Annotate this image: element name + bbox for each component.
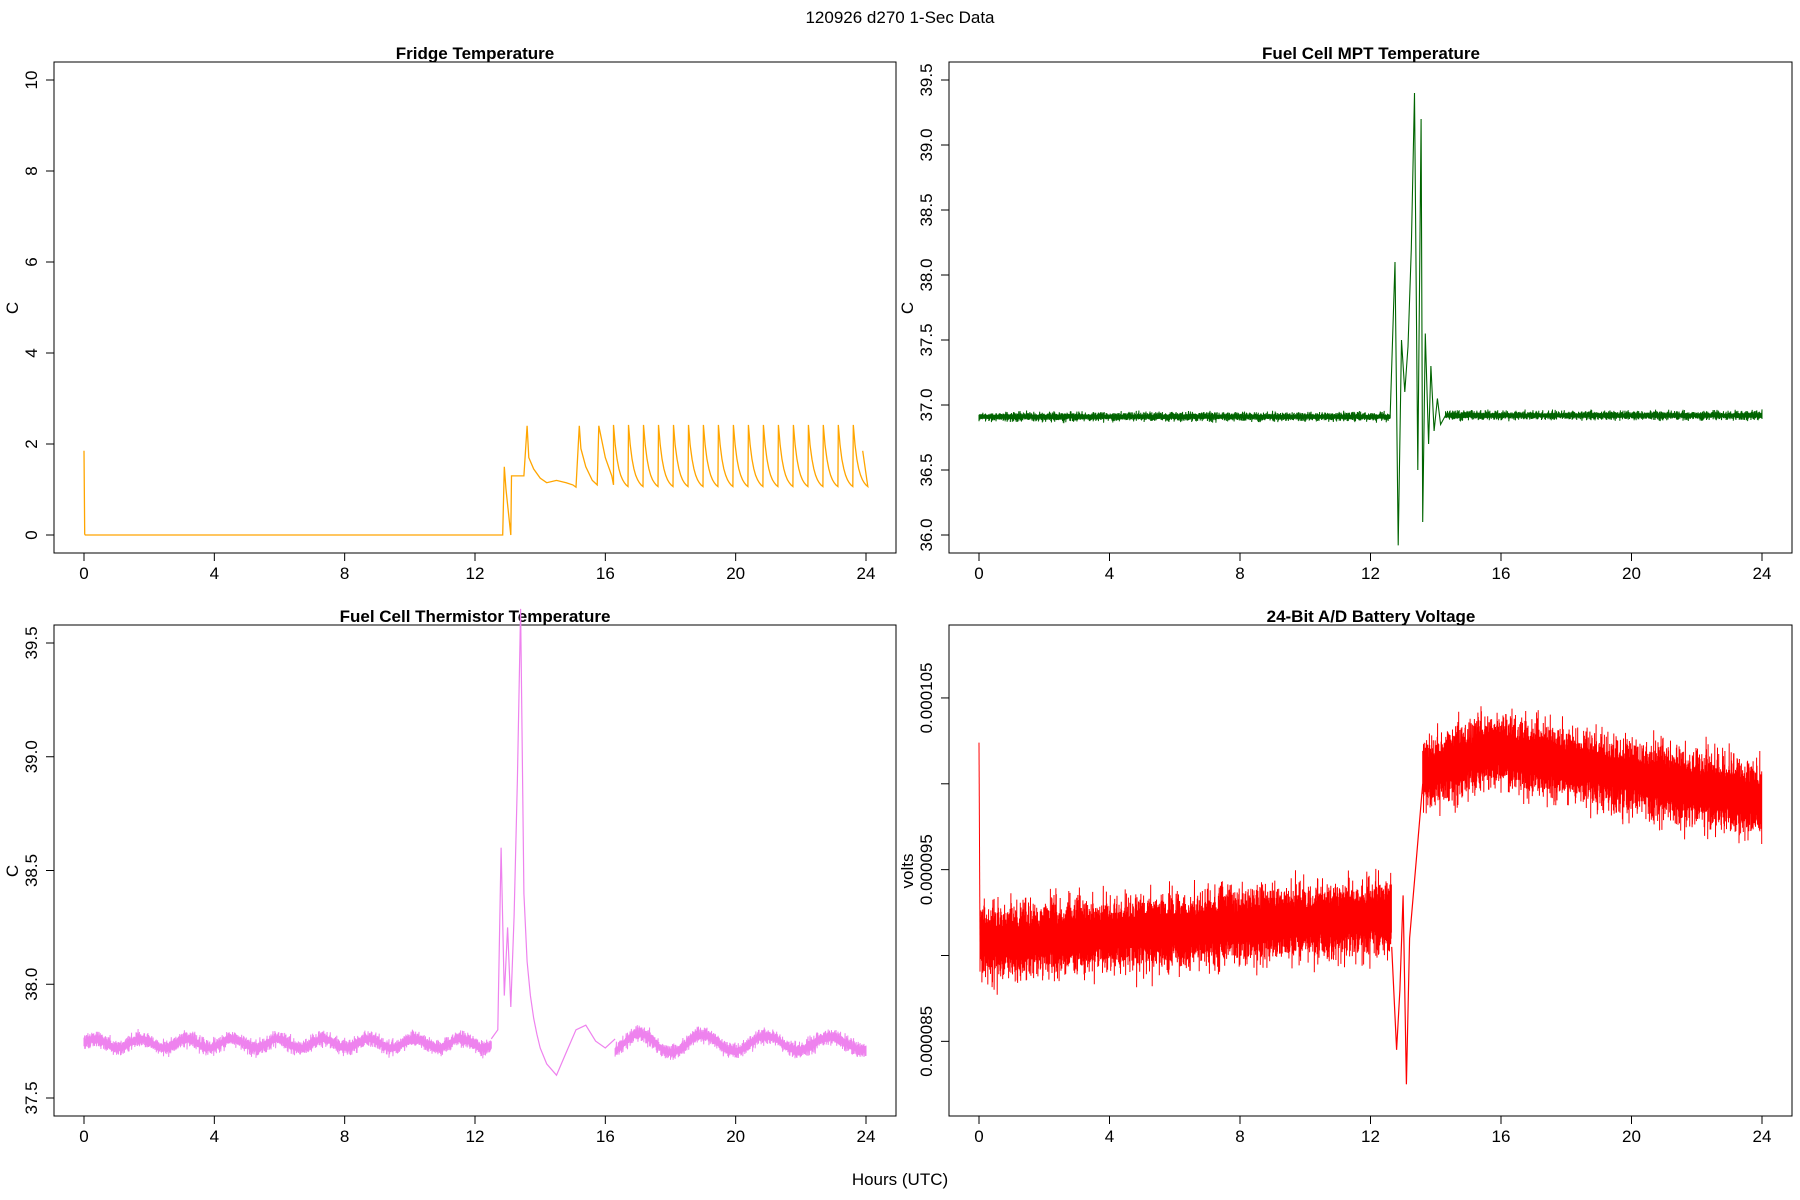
y-tick-label: 0.000105 [917, 662, 936, 733]
x-tick-label: 24 [1753, 1127, 1772, 1146]
y-tick-label: 36.0 [917, 518, 936, 551]
y-axis-label: volts [898, 854, 917, 889]
plot-frame [53, 61, 897, 554]
x-tick-label: 16 [1492, 1127, 1511, 1146]
y-axis-label: C [3, 865, 22, 877]
x-tick-label: 24 [857, 1127, 876, 1146]
plot-area [978, 92, 1763, 546]
y-tick-label: 4 [22, 348, 41, 357]
y-tick-label: 39.0 [917, 128, 936, 161]
series-dip [1391, 783, 1424, 1085]
series-noise-before [83, 1028, 492, 1059]
y-tick-label: 38.0 [917, 258, 936, 291]
series-noise-after [614, 1025, 867, 1060]
y-tick-label: 8 [22, 166, 41, 175]
series-line-fridge [83, 424, 869, 536]
axes: 0 4 8 12 16 20 24 37.5 38.0 38.5 39.0 39.5 [22, 626, 875, 1146]
y-tick-label: 2 [22, 439, 41, 448]
panel-mpt-temperature: Fuel Cell MPT Temperature C 0 4 8 12 16 20 24 3… [898, 44, 1793, 583]
x-tick-label: 0 [974, 1127, 983, 1146]
plot-area [978, 706, 1763, 1085]
y-tick-label: 39.5 [22, 626, 41, 659]
x-tick-label: 4 [1105, 564, 1114, 583]
x-tick-label: 16 [596, 564, 615, 583]
plot-title: 24-Bit A/D Battery Voltage [1267, 607, 1476, 626]
series-spike [1389, 92, 1446, 546]
plot-frame [948, 624, 1793, 1117]
y-tick-label: 39.0 [22, 740, 41, 773]
x-tick-label: 24 [1753, 564, 1772, 583]
x-tick-label: 16 [1492, 564, 1511, 583]
y-tick-label: 38.5 [22, 854, 41, 887]
series-noise-segment2 [1422, 706, 1763, 844]
axes: 0 4 8 12 16 20 24 0.000085 0.000095 0.000105 [917, 662, 1771, 1146]
x-tick-label: 20 [1622, 1127, 1641, 1146]
series-start-spike [978, 742, 981, 944]
y-tick-label: 0.000085 [917, 1006, 936, 1077]
y-tick-label: 37.5 [917, 323, 936, 356]
plot-title: Fuel Cell MPT Temperature [1262, 44, 1480, 63]
y-axis-label: C [898, 302, 917, 314]
plot-area [83, 608, 867, 1077]
x-tick-label: 0 [974, 564, 983, 583]
plot-title: Fuel Cell Thermistor Temperature [340, 607, 611, 626]
x-tick-label: 0 [79, 564, 88, 583]
x-tick-label: 12 [466, 1127, 485, 1146]
x-tick-label: 4 [210, 1127, 219, 1146]
y-tick-label: 10 [22, 71, 41, 90]
y-tick-label: 36.5 [917, 453, 936, 486]
panel-thermistor-temperature: Fuel Cell Thermistor Temperature C 0 4 8 12… [3, 607, 897, 1146]
figure-title: 120926 d270 1-Sec Data [805, 8, 995, 27]
series-noise-before [978, 410, 1391, 424]
x-tick-label: 24 [857, 564, 876, 583]
x-tick-label: 4 [1105, 1127, 1114, 1146]
x-tick-label: 20 [726, 564, 745, 583]
y-tick-label: 0 [22, 530, 41, 539]
series-noise-segment1 [979, 868, 1392, 995]
y-tick-label: 39.5 [917, 63, 936, 96]
x-tick-label: 12 [1361, 1127, 1380, 1146]
x-tick-label: 8 [340, 1127, 349, 1146]
axes: 0 4 8 12 16 20 24 36.0 36.5 37.0 37.5 38.0 38.5 39.0 3… [917, 63, 1771, 583]
y-axis-label: C [3, 302, 22, 314]
x-tick-label: 20 [1622, 564, 1641, 583]
y-tick-label: 37.0 [917, 388, 936, 421]
x-tick-label: 20 [726, 1127, 745, 1146]
panel-battery-voltage: 24-Bit A/D Battery Voltage volts 0 4 8 12 16… [898, 607, 1793, 1146]
y-tick-label: 6 [22, 257, 41, 266]
x-tick-label: 4 [210, 564, 219, 583]
plot-area [83, 424, 869, 536]
x-tick-label: 12 [1361, 564, 1380, 583]
y-tick-label: 38.0 [22, 968, 41, 1001]
x-tick-label: 8 [1235, 564, 1244, 583]
x-tick-label: 8 [340, 564, 349, 583]
y-tick-label: 38.5 [917, 193, 936, 226]
series-spike [490, 608, 616, 1077]
plot-title: Fridge Temperature [396, 44, 554, 63]
x-tick-label: 12 [466, 564, 485, 583]
x-tick-label: 16 [596, 1127, 615, 1146]
y-tick-label: 0.000095 [917, 834, 936, 905]
plot-frame [948, 61, 1793, 554]
x-tick-label: 0 [79, 1127, 88, 1146]
x-tick-label: 8 [1235, 1127, 1244, 1146]
figure-xlabel: Hours (UTC) [852, 1170, 948, 1189]
series-noise-after [1445, 409, 1763, 422]
y-tick-label: 37.5 [22, 1081, 41, 1114]
